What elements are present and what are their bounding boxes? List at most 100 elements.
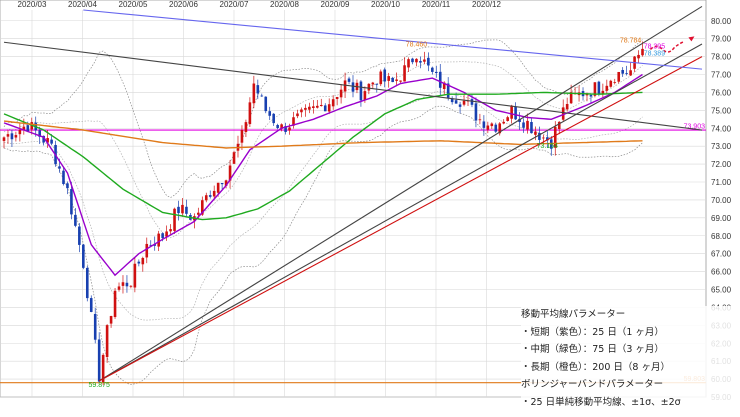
candle-body [403,65,406,82]
candle-body [70,189,73,215]
moving-average-line [3,120,643,149]
candle-body [637,54,640,59]
candle-body [605,85,609,91]
candle-body [486,125,490,130]
candle-body [597,81,601,94]
candle-body [145,243,149,258]
candle-body [530,122,533,134]
candle-body [177,206,180,214]
y-tick-label: 72.00 [711,160,732,169]
candle-body [450,98,454,103]
y-tick-label: 71.00 [711,178,732,187]
candle-body [204,195,208,201]
candle-body [434,71,438,74]
candle-body [252,83,256,104]
candle-body [173,208,176,231]
trend-line [3,41,703,131]
candle-body [526,120,529,130]
candle-body [323,105,327,112]
candle-body [10,133,14,140]
candle-body [181,204,184,214]
candle-body [316,105,319,108]
legend-item-long: ・長期（橙色）：200 日（8 ヶ月） [521,361,670,373]
candle-body [18,129,22,135]
trend-line [83,9,703,70]
horizontal-line-label: 73.903 [684,124,706,131]
candle-body [300,109,303,113]
candle-body [510,105,513,119]
candle-body [62,170,65,185]
moving-average-line [3,73,643,277]
candle-body [78,226,81,245]
candle-body [268,111,272,116]
candle-body [446,83,450,98]
candle-body [363,91,367,101]
candle-body [383,69,387,82]
candle-body [212,190,216,197]
bollinger-band-line [3,39,643,198]
y-tick-label: 65.00 [711,286,732,295]
candle-body [641,48,644,56]
y-tick-label: 77.00 [711,71,732,80]
candle-body [371,82,375,85]
candle-body [538,132,541,140]
candle-body [347,78,351,82]
candle-body [506,117,509,122]
candle-body [74,214,77,226]
candle-body [387,76,390,81]
price-annotation: 78.784 [620,37,642,44]
candle-body [42,135,45,143]
candle-body [553,126,557,148]
candle-body [343,80,347,92]
candle-body [407,59,410,68]
candle-body [113,290,117,318]
candle-body [399,80,402,82]
y-tick-label: 67.00 [711,250,732,259]
legend-title: 移動平均線パラメーター [521,309,626,320]
candle-body [569,92,573,104]
y-tick-label: 78.00 [711,53,732,62]
candle-body [427,57,430,66]
candle-body [296,113,299,117]
candle-body [129,285,133,287]
candle-body [93,313,97,340]
candle-body [308,106,311,110]
candle-body [522,122,525,128]
candle-body [395,79,398,81]
candle-body [375,83,379,85]
candle-body [224,180,228,186]
candle-body [121,282,125,286]
candle-body [518,118,521,123]
candle-body [613,82,617,83]
price-annotation: 59.875 [88,382,110,389]
candle-body [109,316,113,324]
candle-body [280,124,283,129]
y-tick-label: 74.00 [711,124,732,133]
trend-line [98,56,703,382]
x-tick-label: 2020/11 [422,0,451,9]
price-annotation: 78.395 [644,44,666,51]
candle-body [256,85,260,94]
candle-body [359,81,363,101]
price-annotation: 78.460 [406,42,428,49]
candle-body [240,129,244,143]
x-tick-label: 2020/04 [68,0,97,9]
candle-body [26,125,30,132]
candle-body [197,212,200,215]
candle-body [149,244,153,246]
candle-body [534,131,537,135]
forecast-arrow [649,40,685,53]
candle-body [502,121,506,124]
parameter-legend: 移動平均線パラメーター ・短期（紫色）：25 日（1 ヶ月） ・中期（緑色）：7… [521,306,731,411]
candle-body [419,60,422,63]
x-tick-label: 2020/05 [119,0,148,9]
candle-body [415,58,418,63]
candle-body [137,261,141,264]
legend-item-mid: ・中期（緑色）：75 日（3 ヶ月） [521,344,664,355]
candle-body [264,96,268,112]
bollinger-band-line [3,61,643,239]
candle-body [454,100,458,104]
x-tick-label: 2020/10 [371,0,400,9]
candle-body [6,134,10,137]
